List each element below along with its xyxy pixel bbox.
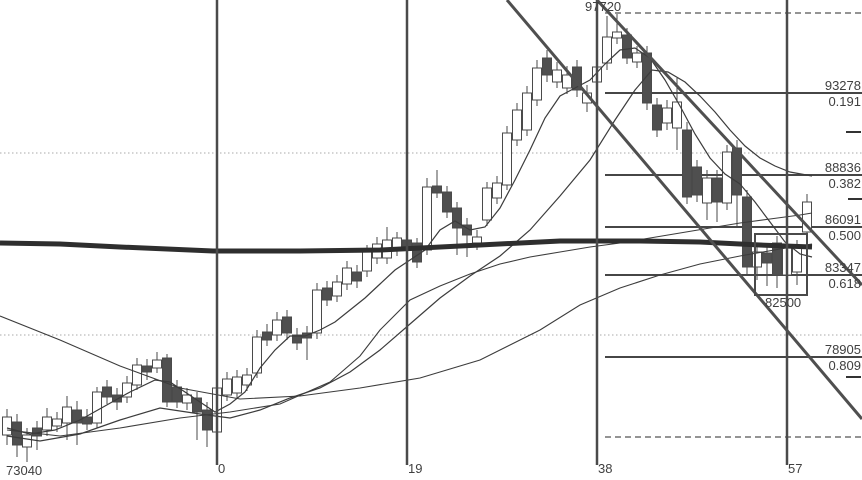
candle-body	[342, 267, 352, 285]
candle-body	[692, 166, 702, 196]
candle-body	[352, 271, 362, 282]
candle-body	[742, 196, 752, 268]
candle-body	[522, 92, 532, 131]
candle-body	[92, 391, 102, 424]
candle-body	[122, 382, 132, 398]
candle-body	[2, 416, 12, 436]
candle-body	[542, 57, 552, 76]
candle-body	[472, 236, 482, 244]
candle-body	[722, 151, 732, 204]
low-price-label: 73040	[6, 463, 43, 478]
candle-body	[182, 394, 192, 404]
candle-body	[102, 386, 112, 398]
ma-fast-line	[6, 47, 813, 435]
candle-body	[682, 129, 692, 198]
candle-body	[622, 34, 632, 59]
candle-body	[292, 334, 302, 344]
high-price-label: 97720	[585, 0, 622, 14]
candle-body	[632, 52, 642, 63]
trendline	[595, 0, 862, 287]
x-axis-tick-label: 19	[408, 461, 423, 476]
box-price-label: 82500	[765, 295, 802, 310]
candle-body	[612, 31, 622, 39]
candle-body	[752, 251, 762, 268]
candle-body	[452, 207, 462, 229]
candle-body	[42, 416, 52, 431]
candle-body	[702, 177, 712, 204]
candle-body	[662, 107, 672, 124]
ma-slow-line	[6, 212, 813, 437]
candle-body	[802, 201, 812, 233]
candle-body	[442, 191, 452, 213]
candle-body	[792, 246, 802, 273]
fib-ratio-label: 0.191	[828, 94, 861, 109]
candle-body	[222, 378, 232, 396]
fib-ratio-label: 0.500	[828, 228, 861, 243]
candle-body	[532, 67, 542, 101]
fib-price-label: 86091	[824, 212, 861, 227]
annotation-rectangle	[754, 233, 808, 296]
candle-body	[642, 52, 652, 104]
candle-body	[492, 182, 502, 199]
fib-price-label: 88836	[824, 160, 861, 175]
candle-body	[432, 185, 442, 194]
trendline	[505, 0, 862, 420]
candle-body	[562, 74, 572, 89]
fib-ratio-label: 0.809	[828, 358, 861, 373]
candle-body	[762, 252, 772, 264]
candle-body	[72, 409, 82, 424]
fib-price-label: 78905	[824, 342, 861, 357]
candle-body	[732, 147, 742, 196]
candle-body	[502, 132, 512, 186]
x-axis-tick-label: 38	[598, 461, 613, 476]
fib-ratio-label: 0.618	[828, 276, 861, 291]
candle-body	[232, 376, 242, 394]
candle-body	[162, 357, 172, 403]
candle-body	[282, 316, 292, 334]
candle-body	[772, 242, 782, 276]
candle-body	[22, 434, 32, 448]
candle-body	[242, 374, 252, 386]
candle-body	[132, 364, 142, 386]
fib-price-label: 93278	[824, 78, 861, 93]
candle-body	[52, 418, 62, 427]
candle-body	[12, 421, 22, 446]
candle-body	[512, 109, 522, 141]
candle-body	[82, 416, 92, 425]
candle-body	[142, 365, 152, 373]
candle-body	[362, 251, 372, 272]
candle-body	[62, 406, 72, 424]
candle-body	[262, 331, 272, 341]
candle-body	[602, 36, 612, 64]
fib-price-label: 83347	[824, 260, 861, 275]
candle-body	[322, 287, 332, 301]
candle-body	[482, 187, 492, 221]
candle-body	[652, 104, 662, 131]
candle-body	[152, 359, 162, 369]
candle-body	[422, 186, 432, 251]
candle-body	[332, 281, 342, 297]
fib-ratio-label: 0.382	[828, 176, 861, 191]
ma-thick-line	[0, 238, 813, 254]
candle-body	[192, 397, 202, 413]
x-axis-tick-label: 0	[218, 461, 226, 476]
x-axis-tick-label: 57	[788, 461, 803, 476]
candle-body	[112, 394, 122, 403]
candle-body	[312, 289, 322, 334]
candle-body	[712, 177, 722, 203]
candle-body	[272, 319, 282, 336]
candle-body	[552, 69, 562, 83]
candle-body	[202, 409, 212, 431]
